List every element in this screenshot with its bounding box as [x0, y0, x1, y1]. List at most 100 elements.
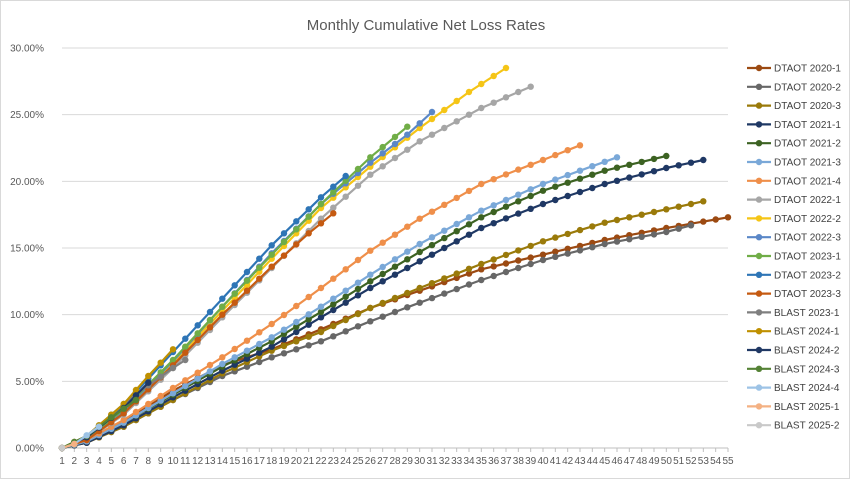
data-point [256, 340, 263, 348]
data-point [157, 373, 164, 380]
data-point [478, 276, 485, 284]
legend-label: DTAOT 2022-2 [774, 214, 841, 225]
data-point [342, 266, 349, 273]
data-point [342, 293, 349, 300]
x-tick-label: 52 [685, 456, 697, 467]
series-group [58, 210, 337, 452]
data-point [330, 306, 337, 314]
data-point [58, 444, 66, 452]
x-tick-label: 16 [241, 456, 253, 467]
data-point [256, 329, 263, 336]
data-point [231, 290, 238, 297]
data-point [330, 295, 337, 302]
data-point [305, 311, 312, 318]
data-point [317, 314, 325, 321]
data-point [391, 308, 399, 316]
legend-swatch-marker [755, 328, 763, 335]
data-point [490, 176, 497, 183]
legend-label: BLAST 2023-1 [774, 308, 840, 319]
data-point [206, 324, 214, 331]
data-point [330, 275, 337, 282]
x-tick-label: 31 [426, 456, 438, 467]
data-point [317, 200, 325, 208]
data-point [687, 222, 695, 229]
data-point [601, 158, 608, 165]
x-tick-label: 23 [328, 456, 340, 467]
data-point [268, 343, 275, 350]
data-point [354, 285, 362, 293]
y-tick-label: 25.00% [10, 110, 44, 121]
data-point [663, 228, 670, 236]
legend-item: DTAOT 2023-2 [747, 270, 841, 281]
data-point [367, 284, 374, 292]
data-point [391, 263, 399, 270]
data-point [219, 303, 226, 310]
data-point [552, 248, 559, 255]
data-point [527, 161, 534, 168]
data-point [157, 392, 164, 400]
legend-swatch-marker [755, 271, 763, 278]
data-point [108, 419, 115, 426]
data-point [687, 159, 695, 166]
data-point [391, 231, 399, 238]
x-tick-label: 12 [192, 456, 204, 467]
x-tick-label: 21 [303, 456, 315, 467]
data-point [675, 162, 682, 169]
data-point [465, 270, 473, 277]
data-point [490, 220, 497, 227]
data-point [638, 171, 645, 178]
series-group [58, 444, 66, 452]
data-point [515, 210, 522, 217]
data-point [515, 166, 522, 173]
data-point [305, 321, 312, 328]
legend-swatch-marker [755, 140, 763, 147]
data-point [305, 342, 312, 349]
data-point [539, 187, 547, 194]
data-point [354, 310, 362, 318]
data-point [613, 238, 621, 245]
data-point [305, 206, 312, 213]
data-point [626, 174, 633, 181]
legend-item: DTAOT 2023-1 [747, 252, 841, 263]
data-point [367, 171, 374, 178]
data-point [379, 143, 386, 151]
legend-item: DTAOT 2023-3 [747, 289, 841, 300]
data-point [700, 156, 707, 164]
legend-label: BLAST 2025-1 [774, 402, 840, 413]
x-tick-label: 33 [451, 456, 463, 467]
legend-label: BLAST 2024-3 [774, 364, 840, 375]
data-point [490, 256, 497, 263]
data-point [428, 131, 436, 138]
data-point [256, 264, 263, 271]
data-point [638, 211, 645, 218]
data-point [453, 228, 460, 235]
x-tick-label: 30 [414, 456, 426, 467]
data-point [490, 99, 497, 106]
x-tick-label: 41 [550, 456, 562, 467]
data-point [157, 369, 164, 376]
data-point [465, 88, 473, 96]
data-point [502, 94, 510, 101]
legend-swatch-marker [755, 290, 763, 297]
data-point [268, 251, 275, 258]
data-point [416, 284, 423, 292]
series-group [58, 222, 695, 452]
x-tick-label: 9 [158, 456, 164, 467]
data-point [280, 311, 288, 319]
data-point [391, 154, 399, 162]
data-point [330, 189, 337, 196]
legend-item: DTAOT 2020-3 [747, 101, 841, 112]
data-point [280, 252, 288, 259]
x-tick-label: 28 [389, 456, 401, 467]
series-line [61, 156, 618, 450]
data-point [564, 250, 571, 257]
data-point [256, 358, 263, 366]
data-point [441, 227, 448, 234]
data-point [145, 372, 152, 380]
data-point [305, 293, 312, 301]
data-point [416, 240, 423, 248]
data-point [576, 247, 584, 254]
legend-swatch-marker [755, 234, 763, 241]
data-point [404, 123, 411, 130]
data-point [293, 226, 300, 233]
